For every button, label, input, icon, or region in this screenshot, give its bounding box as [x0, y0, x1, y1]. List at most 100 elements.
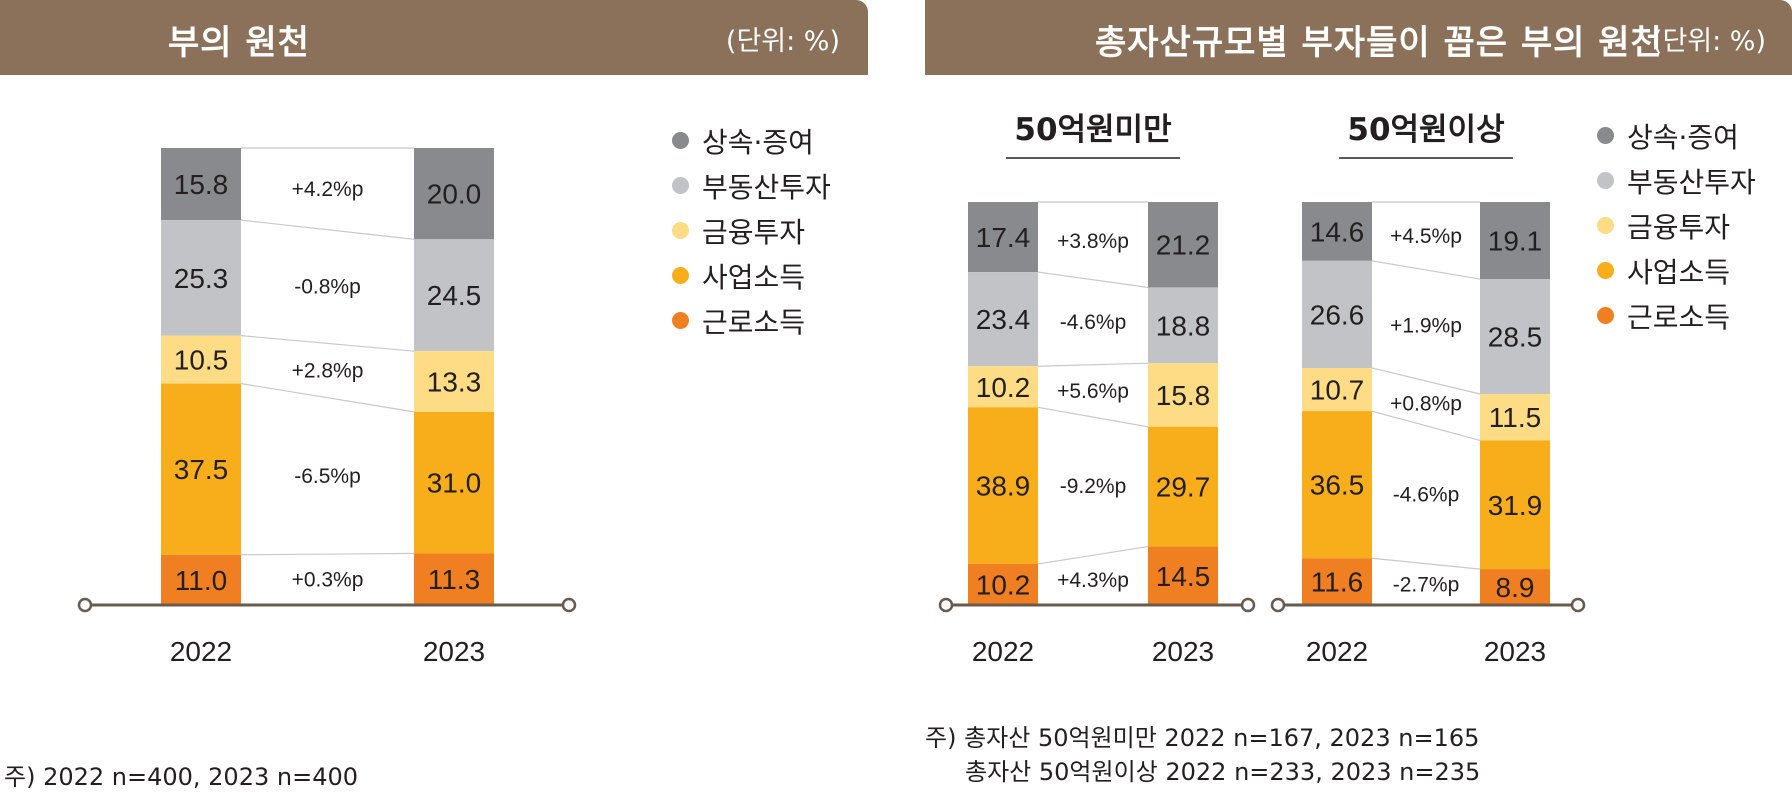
- legend-item: 금융투자: [672, 208, 831, 253]
- axis-end-circle-icon: [938, 597, 954, 613]
- bar-segment: [1148, 546, 1218, 605]
- change-label: -6.5%p: [294, 465, 361, 488]
- legend-dot-icon: [1597, 307, 1614, 324]
- chart-2: 17.4 21.2 +3.8%p 23.4 18.8 -4.6%p 10.2 15.8 +5.6…: [938, 112, 1256, 667]
- year-tick-label: 2022: [1306, 636, 1368, 667]
- left-panel-title: 부의 원천: [168, 23, 310, 63]
- data-label: 14.5: [1156, 561, 1211, 592]
- bar-segment: [1148, 287, 1218, 364]
- footnote-left: 주) 2022 n=400, 2023 n=400: [4, 763, 359, 791]
- bar-segment: [1480, 569, 1550, 605]
- legend-label: 근로소득: [1627, 300, 1731, 334]
- data-label: 13.3: [427, 367, 482, 398]
- change-label: +4.5%p: [1390, 225, 1462, 248]
- change-label: +0.3%p: [292, 569, 364, 592]
- left-panel-header: 부의 원천 (단위: %): [0, 0, 868, 75]
- legend-label: 상속·증여: [1627, 120, 1739, 154]
- legend-dot-icon: [672, 132, 689, 149]
- data-label: 11.5: [1489, 402, 1541, 433]
- left-panel-unit: (단위: %): [725, 26, 840, 57]
- data-label: 31.9: [1488, 490, 1543, 521]
- footnote-right-line2: 총자산 50억원이상 2022 n=233, 2023 n=235: [965, 758, 1481, 786]
- legend-item: 부동산투자: [1597, 158, 1756, 203]
- bar-segment: [414, 239, 494, 352]
- data-label: 31.0: [427, 468, 482, 499]
- bar-segment: [161, 335, 241, 384]
- year-tick-label: 2023: [1484, 636, 1546, 667]
- legend-label: 상속·증여: [702, 125, 814, 159]
- data-label: 8.9: [1496, 572, 1535, 603]
- legend-dot-icon: [1597, 262, 1614, 279]
- data-label: 28.5: [1488, 322, 1543, 353]
- change-label: -0.8%p: [294, 276, 361, 299]
- legend-item: 금융투자: [1597, 203, 1756, 248]
- data-label: 25.3: [174, 263, 229, 294]
- bar-segment: [1302, 368, 1372, 412]
- connector-line: [1371, 367, 1481, 395]
- right-panel-header: 총자산규모별 부자들이 꼽은 부의 원천 (단위: %): [925, 0, 1792, 75]
- axis-end-circle-icon: [1270, 597, 1286, 613]
- connector-line: [240, 335, 415, 352]
- bar-segment: [161, 148, 241, 221]
- bar-segment: [968, 202, 1038, 273]
- change-label: -4.6%p: [1060, 311, 1127, 334]
- bar-segment: [161, 220, 241, 336]
- data-label: 19.1: [1488, 226, 1543, 257]
- data-label: 14.6: [1310, 216, 1365, 247]
- legend-label: 사업소득: [702, 260, 806, 294]
- data-label: 10.2: [976, 569, 1031, 600]
- data-label: 29.7: [1156, 472, 1211, 503]
- right-panel-title: 총자산규모별 부자들이 꼽은 부의 원천: [1095, 23, 1663, 63]
- change-label: +4.2%p: [292, 178, 364, 201]
- change-label: +2.8%p: [292, 360, 364, 383]
- bar-segment: [1480, 440, 1550, 570]
- bar-segment: [1302, 558, 1372, 605]
- bar-segment: [1302, 411, 1372, 559]
- bar-segment: [1480, 394, 1550, 441]
- axis-end-circle-icon: [561, 597, 577, 613]
- data-label: 23.4: [976, 304, 1031, 335]
- change-label: -4.6%p: [1393, 484, 1460, 507]
- data-label: 21.2: [1156, 230, 1211, 261]
- chart-subtitle: 50억원이상: [1347, 112, 1504, 148]
- bar-segment: [414, 148, 494, 240]
- data-label: 10.7: [1310, 375, 1365, 406]
- connector-line: [1037, 362, 1149, 367]
- legend-label: 사업소득: [1627, 255, 1731, 289]
- connector-line: [1371, 557, 1481, 570]
- bar-segment: [1480, 202, 1550, 280]
- legend-dot-icon: [672, 312, 689, 329]
- bar-segment: [1148, 202, 1218, 288]
- legend-label: 근로소득: [702, 305, 806, 339]
- year-tick-label: 2022: [972, 636, 1034, 667]
- legend-item: 사업소득: [1597, 248, 1756, 293]
- bar-segment: [1148, 426, 1218, 547]
- bar-segment: [161, 383, 241, 555]
- chart-subtitle: 50억원미만: [1014, 112, 1171, 148]
- connector-line: [1371, 260, 1481, 280]
- change-label: +5.6%p: [1057, 380, 1129, 403]
- data-label: 38.9: [976, 471, 1031, 502]
- data-label: 20.0: [427, 179, 482, 210]
- connector-line: [240, 552, 415, 556]
- data-label: 24.5: [427, 280, 482, 311]
- connector-line: [1371, 410, 1481, 441]
- right-panel-unit: (단위: %): [1651, 26, 1766, 57]
- legend-dot-icon: [672, 267, 689, 284]
- bar-segment: [414, 411, 494, 554]
- change-label: -9.2%p: [1060, 475, 1127, 498]
- bar-segment: [968, 563, 1038, 605]
- change-label: +3.8%p: [1057, 230, 1129, 253]
- axis-end-circle-icon: [1570, 597, 1586, 613]
- data-label: 18.8: [1156, 310, 1211, 341]
- legend-item: 부동산투자: [672, 163, 831, 208]
- bar-segment: [968, 272, 1038, 367]
- legend-label: 부동산투자: [702, 170, 831, 204]
- data-label: 10.2: [976, 372, 1031, 403]
- legend-dot-icon: [1597, 127, 1614, 144]
- bar-segment: [161, 554, 241, 605]
- data-label: 10.5: [174, 345, 229, 376]
